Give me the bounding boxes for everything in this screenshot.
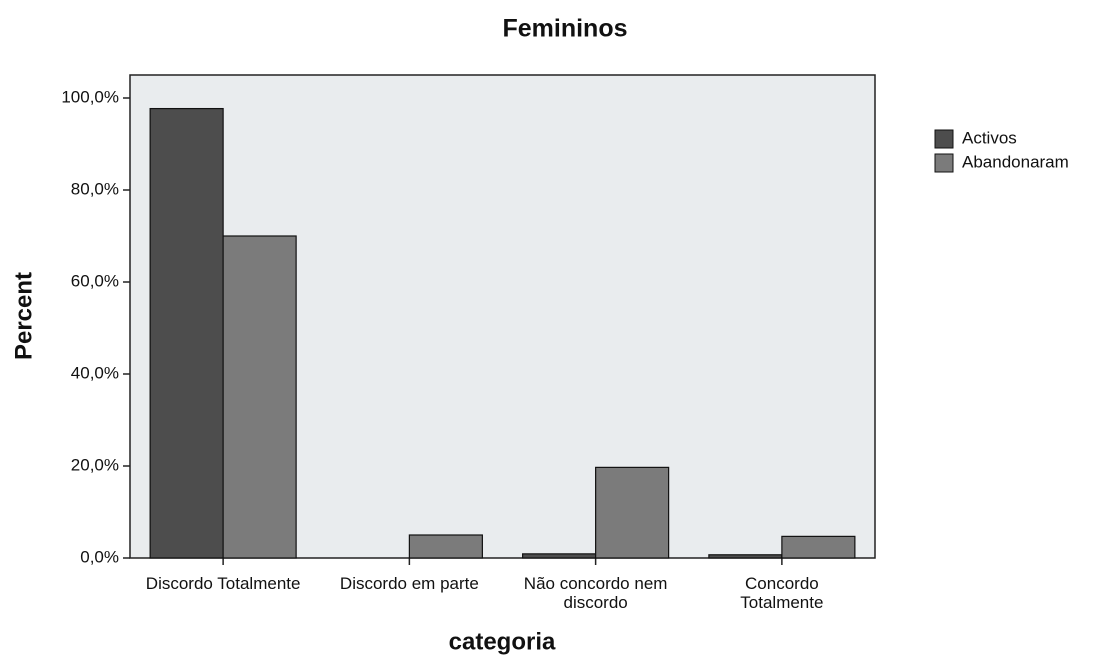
- bar: [149, 107, 224, 559]
- bar: [222, 235, 297, 559]
- bar: [522, 553, 597, 559]
- x-tick-label: Discordo em parte: [339, 574, 479, 593]
- y-tick-label: 60,0%: [71, 271, 119, 290]
- y-tick-label: 100,0%: [61, 87, 119, 106]
- y-axis-label: Percent: [10, 272, 37, 360]
- y-tick-label: 0,0%: [80, 547, 119, 566]
- y-tick-label: 80,0%: [71, 179, 119, 198]
- x-tick-label: Discordo Totalmente: [145, 574, 301, 593]
- legend-label: Abandonaram: [962, 152, 1069, 171]
- bar: [595, 466, 670, 559]
- legend-swatch: [934, 153, 954, 173]
- legend-swatch: [934, 129, 954, 149]
- bar: [781, 535, 856, 559]
- chart-title: Femininos: [502, 15, 627, 43]
- y-tick-label: 20,0%: [71, 455, 119, 474]
- x-tick-label: Concordo Totalmente: [740, 574, 824, 612]
- x-axis-label: categoria: [449, 628, 556, 655]
- bar: [708, 554, 783, 559]
- legend-label: Activos: [962, 128, 1017, 147]
- y-tick-label: 40,0%: [71, 363, 119, 382]
- x-tick-label: Não concordo nem discordo: [523, 574, 668, 612]
- bar: [408, 534, 483, 559]
